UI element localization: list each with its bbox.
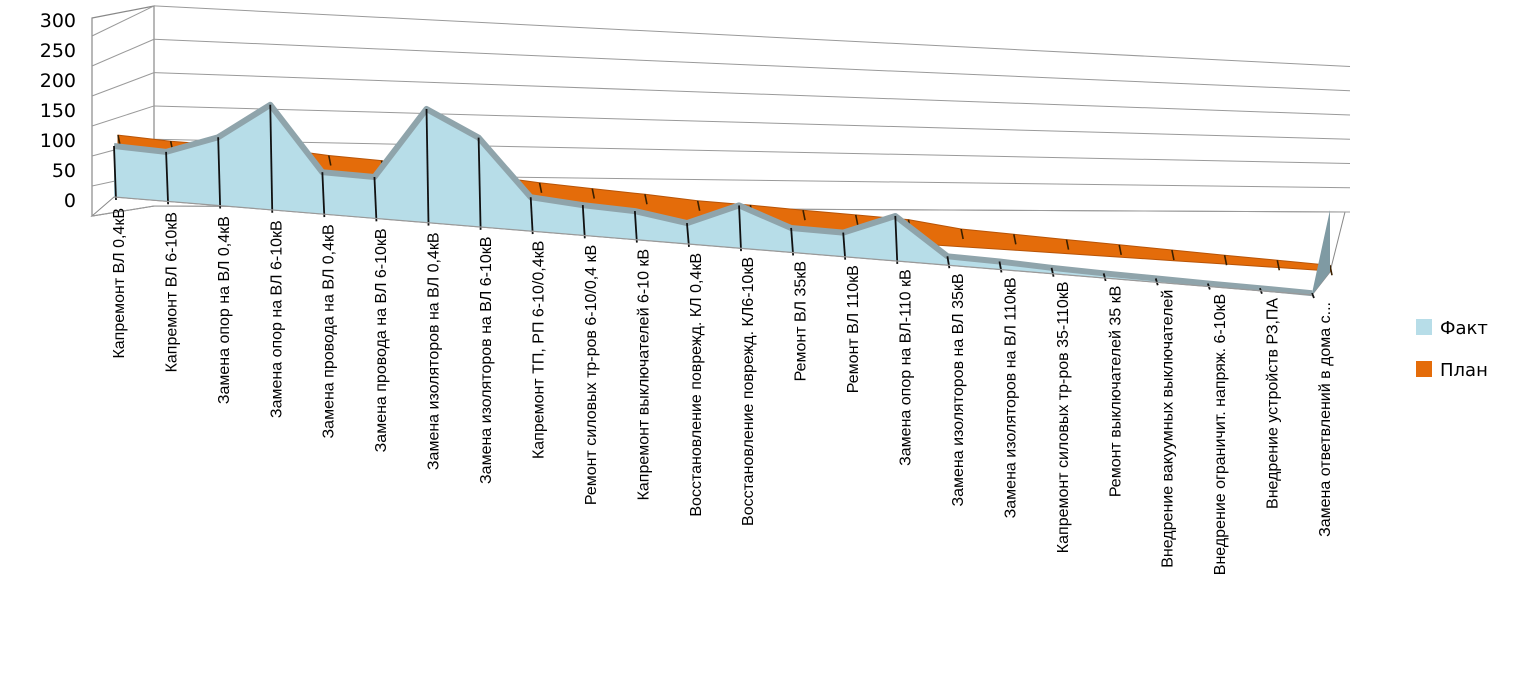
gridline-150 [153, 105, 1351, 140]
x-category-label: Восстановление поврежд. КЛ 0,4кВ [688, 253, 705, 517]
x-category-label: Замена провода на ВЛ 0,4кВ [321, 224, 338, 438]
y-axis-tick-labels: 0 50 100 150 200 250 300 [40, 10, 76, 212]
plan-point [538, 182, 543, 193]
x-category-label: Капремонт ТП, РП 6-10/0,4кВ [531, 241, 548, 459]
fact-point [321, 172, 326, 218]
x-category-label: Замена ответвлений в дома с... [1317, 302, 1334, 537]
fact-point [269, 104, 274, 213]
y-tick-label: 50 [52, 160, 76, 182]
plan-point [1013, 234, 1017, 245]
fact-point [790, 227, 795, 256]
x-category-label: Ремонт ВЛ 35кВ [793, 261, 810, 381]
legend-label-fact: Факт [1440, 318, 1488, 339]
plan-point [960, 228, 964, 240]
fact-point [894, 215, 899, 264]
plan-point [1171, 249, 1175, 261]
y-tick-label: 100 [40, 130, 76, 152]
plan-point [591, 188, 596, 199]
plan-point [117, 134, 121, 146]
gridline-side-0 [91, 205, 155, 217]
x-category-label: Замена опор на ВЛ-110 кВ [898, 269, 915, 466]
fact-point [165, 151, 169, 205]
y-tick-label: 200 [40, 70, 76, 92]
fact-point [1311, 292, 1315, 299]
x-category-label: Замена опор на ВЛ 0,4кВ [216, 216, 233, 404]
plan-point [644, 194, 648, 205]
fact-point [633, 211, 638, 243]
fact-point [529, 197, 534, 235]
x-category-label: Ремонт ВЛ 110кВ [845, 265, 862, 393]
x-category-label: Замена изоляторов на ВЛ 110кВ [1002, 278, 1019, 519]
plan-point [1329, 265, 1333, 276]
x-category-label: Внедрение ограничит. напряж. 6-10кВ [1212, 294, 1229, 575]
gridline-side-250 [91, 38, 155, 67]
plan-point [1065, 239, 1070, 250]
plan-point [327, 155, 332, 166]
plan-point [1118, 244, 1123, 256]
fact-point [738, 205, 742, 252]
x-category-label: Внедрение вакуумных выключателей [1160, 290, 1177, 568]
x-category-label: Капремонт ВЛ 0,4кВ [111, 208, 128, 359]
fact-point [477, 137, 482, 230]
fact-point [217, 137, 222, 209]
fact-ridge [113, 101, 1313, 297]
x-category-label: Замена провода на ВЛ 6-10кВ [373, 228, 390, 452]
gridline-side-150 [91, 105, 155, 127]
gridline-250 [153, 38, 1351, 92]
gridlines [91, 5, 1351, 217]
legend-label-plan: План [1440, 360, 1488, 381]
x-category-label: Замена изоляторов на ВЛ 35кВ [950, 273, 967, 506]
x-category-label: Ремонт выключателей 35 кВ [1107, 286, 1124, 497]
plan-point [802, 210, 806, 221]
y-tick-label: 150 [40, 100, 76, 122]
gridline-side-200 [91, 72, 155, 97]
plan-point [696, 200, 701, 211]
fact-end-face [1312, 210, 1330, 295]
y-tick-label: 250 [40, 40, 76, 62]
fact-point [425, 108, 430, 226]
fact-point [842, 232, 847, 260]
gridline-200 [153, 72, 1351, 116]
x-axis-tick-labels: Капремонт ВЛ 0,4кВ Капремонт ВЛ 6-10кВ Зам… [111, 208, 1334, 575]
y-tick-label: 300 [40, 10, 76, 32]
gridline-side-300 [91, 5, 155, 37]
plan-point [854, 214, 859, 226]
y-tick-label: 0 [64, 190, 76, 212]
series-fact [113, 101, 1330, 299]
gridline-100 [153, 138, 1351, 164]
fact-point [581, 205, 586, 239]
fact-point [1050, 267, 1055, 277]
fact-point [113, 145, 117, 201]
legend-swatch-plan [1416, 361, 1432, 377]
x-category-label: Замена опор на ВЛ 6-10кВ [268, 220, 285, 418]
plan-point [1276, 260, 1281, 271]
fact-area [114, 104, 1312, 295]
fact-point [686, 223, 690, 247]
x-axis-line [113, 196, 1313, 296]
gridline-300 [153, 5, 1351, 67]
fact-point [946, 256, 951, 269]
fact-point [998, 261, 1003, 273]
x-category-label: Замена изоляторов на ВЛ 0,4кВ [426, 233, 443, 471]
legend: Факт План [1416, 318, 1488, 381]
x-category-label: Замена изоляторов на ВЛ 6-10кВ [478, 237, 495, 484]
x-category-label: Внедрение устройств РЗ,ПА [1265, 298, 1282, 509]
plan-point [1223, 255, 1228, 266]
fact-point [1102, 273, 1107, 282]
x-category-label: Ремонт силовых тр-ров 6-10/0,4 кВ [583, 245, 600, 505]
fact-point [373, 176, 378, 222]
legend-swatch-fact [1416, 319, 1432, 335]
x-category-label: Капремонт силовых тр-ров 35-110кВ [1055, 282, 1072, 554]
x-category-label: Капремонт ВЛ 6-10кВ [163, 212, 180, 372]
x-category-label: Капремонт выключателей 6-10 кВ [635, 249, 652, 501]
x-category-label: Восстановление поврежд. КЛ6-10кВ [740, 257, 757, 526]
